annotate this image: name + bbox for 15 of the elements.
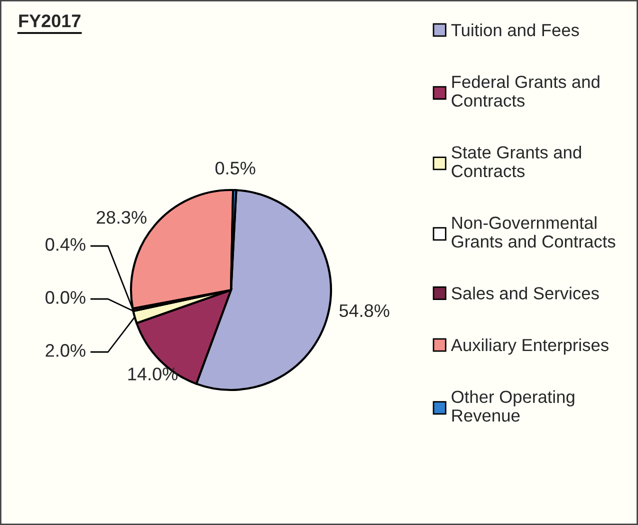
data-label: 0.4% [46,238,86,251]
legend-label: State Grants and Contracts [452,146,582,178]
data-label: 54.8% [339,304,390,318]
data-label: 0.5% [215,162,256,175]
legend-label: Other Operating Revenue [452,390,574,422]
legend-label: Non-Governmental Grants and Contracts [452,216,616,248]
legend-label: Tuition and Fees [451,24,579,36]
data-label: 14.0% [128,368,178,380]
data-label: 2.0% [46,344,86,357]
legend-label: Sales and Services [452,286,599,300]
legend-label: Auxiliary Enterprises [450,338,608,355]
text: 0.0% [46,291,86,304]
data-label: 28.3% [96,210,146,224]
chart-title: FY2017 [19,14,80,28]
legend-label: Federal Grants and Contracts [452,75,600,107]
